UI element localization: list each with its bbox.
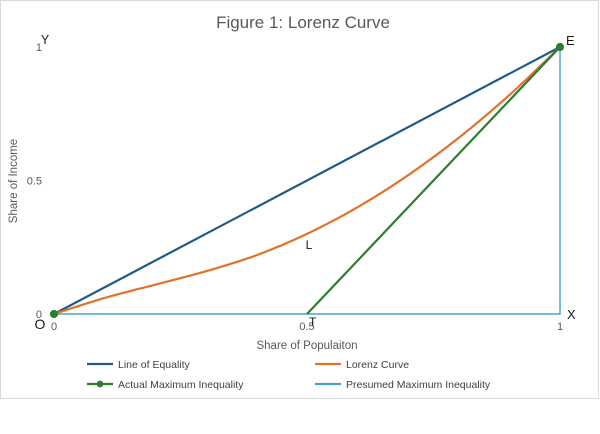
annotation-x: X — [567, 307, 576, 322]
x-tick-label: 0.5 — [299, 321, 314, 333]
legend-label: Actual Maximum Inequality — [118, 379, 244, 391]
chart-frame: Figure 1: Lorenz Curve 0 0.5 1 0 0.5 1 Y E L O T X… — [0, 0, 599, 399]
line-of-equality-line — [53, 46, 561, 315]
y-tick-label: 1 — [36, 42, 42, 54]
legend-item-presumed-maximum-inequality: Presumed Maximum Inequality — [315, 379, 491, 391]
annotation-y: Y — [41, 33, 50, 47]
presumed-maximum-inequality-line — [54, 47, 561, 315]
legend-item-actual-maximum-inequality: Actual Maximum Inequality — [87, 379, 244, 391]
plot-area — [49, 42, 565, 319]
y-tick-label: 0.5 — [27, 176, 42, 188]
x-tick-label: 0 — [51, 321, 57, 333]
annotation-e: E — [566, 33, 575, 48]
legend-marker — [96, 380, 104, 388]
legend-label: Presumed Maximum Inequality — [346, 379, 491, 391]
annotation-l: L — [306, 238, 313, 252]
legend-item-line-of-equality: Line of Equality — [87, 359, 191, 371]
y-tick-label: 0 — [36, 309, 42, 321]
x-tick-label: 1 — [557, 321, 563, 333]
actual-maximum-inequality-point-0 — [49, 309, 59, 319]
point-annotations: Y E L O T X — [35, 33, 576, 332]
annotation-o: O — [35, 316, 46, 332]
actual-maximum-inequality-point-1 — [555, 42, 565, 52]
lorenz-chart: Figure 1: Lorenz Curve 0 0.5 1 0 0.5 1 Y E L O T X… — [8, 13, 576, 391]
lorenz-curve-line — [53, 46, 561, 316]
annotation-t: T — [309, 315, 317, 329]
actual-maximum-inequality-line — [306, 46, 561, 315]
legend-item-lorenz-curve: Lorenz Curve — [315, 359, 409, 371]
legend-label: Lorenz Curve — [346, 359, 409, 371]
y-axis-label: Share of Income — [8, 139, 20, 223]
x-axis-label: Share of Populaiton — [256, 340, 357, 352]
chart-title: Figure 1: Lorenz Curve — [216, 13, 390, 32]
axis-ticks: 0 0.5 1 0 0.5 1 — [27, 42, 563, 333]
legend-label: Line of Equality — [118, 359, 191, 371]
chart-legend: Line of Equality Lorenz Curve Actual Maxim… — [87, 359, 491, 391]
